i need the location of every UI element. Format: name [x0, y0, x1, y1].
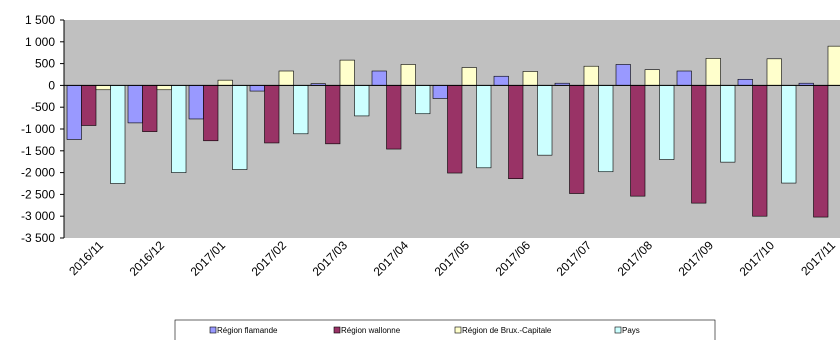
- y-tick-label: 500: [35, 57, 55, 71]
- y-tick-label: -1 000: [21, 122, 55, 136]
- x-tick-label: 2017/02: [249, 238, 290, 279]
- y-tick-label: 1 500: [25, 13, 55, 27]
- bar-2016/12-series-2: [156, 85, 172, 91]
- bar-2017/05-series-1: [447, 85, 463, 174]
- bar-2017/05-series-3: [476, 85, 492, 169]
- legend-label-1: Région wallonne: [341, 326, 401, 335]
- legend-label-3: Pays: [622, 326, 640, 335]
- legend-swatch-1: [333, 326, 341, 334]
- bar-2017/07-series-3: [598, 85, 614, 173]
- x-tick-label: 2017/03: [310, 238, 351, 279]
- x-tick-label: 2017/09: [676, 238, 717, 279]
- x-tick-label: 2017/07: [554, 238, 595, 279]
- bar-2017/06-series-2: [522, 71, 538, 86]
- legend-label-0: Région flamande: [217, 326, 278, 335]
- y-tick-label: -3 500: [21, 231, 55, 245]
- bar-2017/04-series-3: [415, 85, 431, 115]
- bar-2016/12-series-1: [142, 85, 158, 132]
- x-tick-label: 2017/11: [798, 238, 838, 278]
- bar-2017/11-series-1: [813, 85, 829, 218]
- bar-2017/06-series-3: [537, 85, 553, 156]
- x-axis-ticks: 2016/11 2016/12 2017/01 2017/02 2017/03 2017/…: [66, 238, 838, 279]
- bar-2017/08-series-3: [659, 85, 675, 160]
- bar-2017/08-series-0: [615, 64, 631, 86]
- legend-swatch-3: [614, 326, 622, 334]
- bar-2017/10-series-2: [766, 58, 782, 86]
- bar-2016/11-series-1: [81, 85, 97, 126]
- bar-2017/11-series-2: [827, 45, 840, 86]
- x-tick-label: 2016/11: [66, 238, 106, 278]
- bar-2017/05-series-0: [432, 85, 448, 99]
- y-tick-label: 0: [48, 78, 55, 92]
- bar-2017/09-series-2: [705, 58, 721, 86]
- x-tick-label: 2017/04: [371, 238, 412, 279]
- y-tick-label: -3 000: [21, 209, 55, 223]
- bar-2016/12-series-0: [127, 85, 143, 124]
- y-tick-label: -2 500: [21, 187, 55, 201]
- legend-swatch-0: [209, 326, 217, 334]
- y-tick-label: -2 000: [21, 166, 55, 180]
- bar-2017/06-series-1: [508, 85, 524, 180]
- bar-2017/09-series-3: [720, 85, 736, 163]
- legend-swatch-2: [454, 326, 462, 334]
- x-tick-label: 2017/05: [432, 238, 473, 279]
- bar-2017/04-series-2: [400, 64, 416, 86]
- bar-2017/01-series-0: [188, 85, 204, 120]
- bar-2017/02-series-2: [278, 70, 294, 86]
- y-axis-ticks: 1 500 1 000 500 0 -500 -1 000 -1 500 -2 000 -2 5…: [21, 13, 64, 245]
- bar-2017/03-series-2: [339, 59, 355, 86]
- x-tick-label: 2016/12: [127, 238, 168, 279]
- x-tick-label: 2017/06: [493, 238, 534, 279]
- bar-2017/02-series-0: [249, 85, 265, 92]
- bar-2017/08-series-2: [644, 69, 660, 86]
- y-tick-label: -1 500: [21, 144, 55, 158]
- bar-2017/02-series-1: [264, 85, 280, 144]
- bar-2017/01-series-3: [232, 85, 248, 170]
- bar-2017/07-series-1: [569, 85, 585, 194]
- bar-2017/09-series-1: [691, 85, 707, 204]
- x-tick-label: 2017/10: [737, 238, 778, 279]
- bar-2017/04-series-0: [371, 70, 387, 86]
- bar-2017/10-series-3: [781, 85, 797, 184]
- legend-box: [174, 319, 716, 340]
- bar-2017/03-series-3: [354, 85, 370, 117]
- bar-2016/11-series-3: [110, 85, 126, 184]
- bar-2017/10-series-1: [752, 85, 768, 217]
- legend-label-2: Région de Brux.-Capitale: [462, 326, 552, 335]
- bar-2016/11-series-0: [66, 85, 82, 140]
- bar-2017/06-series-0: [493, 75, 509, 86]
- bar-2017/05-series-2: [461, 67, 477, 86]
- bar-2017/01-series-1: [203, 85, 219, 142]
- y-tick-label: -500: [31, 100, 55, 114]
- bar-2016/12-series-3: [171, 85, 187, 173]
- x-tick-label: 2017/08: [615, 238, 656, 279]
- bar-2017/09-series-0: [676, 70, 692, 86]
- bar-2016/11-series-2: [95, 85, 111, 91]
- bar-2017/07-series-2: [583, 65, 599, 86]
- bar-2017/02-series-3: [293, 85, 309, 135]
- legend-items: Région flamande Région wallonne Région de …: [209, 326, 640, 335]
- y-tick-label: 1 000: [25, 35, 55, 49]
- bar-2017/03-series-1: [325, 85, 341, 145]
- bar-2017/08-series-1: [630, 85, 646, 197]
- x-tick-label: 2017/01: [188, 238, 229, 279]
- bar-2017/01-series-2: [217, 79, 233, 86]
- bar-2017/04-series-1: [386, 85, 402, 150]
- legend: Région flamande Région wallonne Région de …: [174, 319, 716, 340]
- bar-2017/10-series-0: [737, 78, 753, 86]
